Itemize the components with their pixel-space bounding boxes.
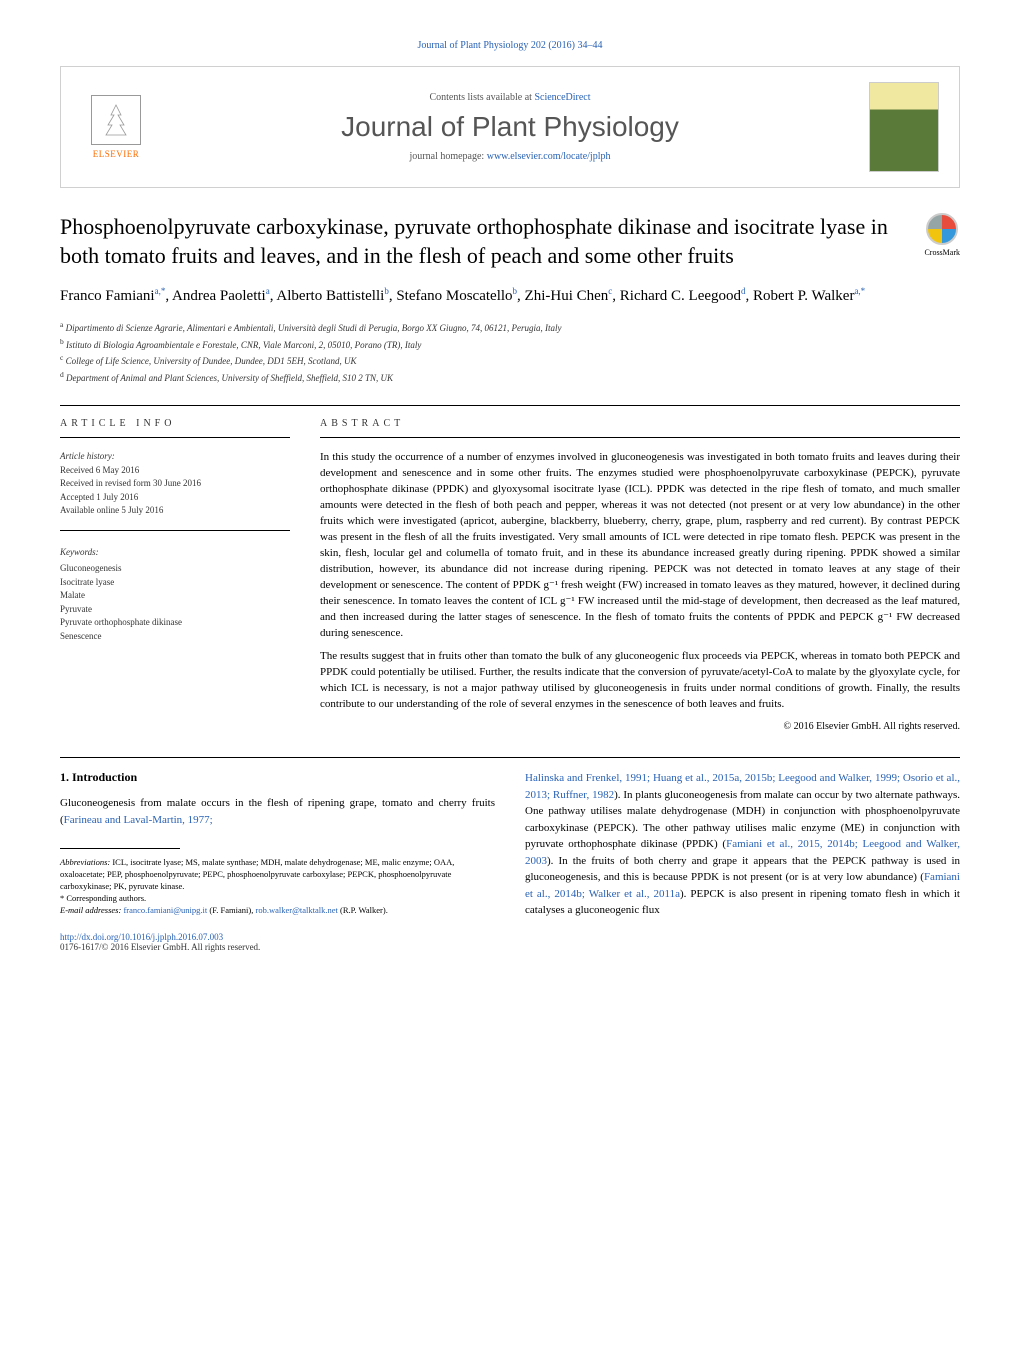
abbrev-label: Abbreviations:: [60, 857, 110, 867]
email-name-1: (F. Famiani),: [207, 905, 255, 915]
history-label: Article history:: [60, 450, 290, 464]
email-label: E-mail addresses:: [60, 905, 121, 915]
homepage-link[interactable]: www.elsevier.com/locate/jplph: [487, 151, 611, 162]
abstract-copyright: © 2016 Elsevier GmbH. All rights reserve…: [320, 721, 960, 732]
footnotes: Abbreviations: ICL, isocitrate lyase; MS…: [60, 857, 495, 916]
keywords-divider: [60, 530, 290, 531]
contents-available-line: Contents lists available at ScienceDirec…: [151, 92, 869, 103]
section-divider: [60, 405, 960, 406]
abstract-text: In this study the occurrence of a number…: [320, 450, 960, 713]
article-title: Phosphoenolpyruvate carboxykinase, pyruv…: [60, 213, 924, 270]
abstract-heading: ABSTRACT: [320, 418, 960, 429]
keywords-list: GluconeogenesisIsocitrate lyaseMalatePyr…: [60, 562, 290, 643]
doi-link[interactable]: http://dx.doi.org/10.1016/j.jplph.2016.0…: [60, 932, 223, 942]
footnote-rule: [60, 848, 180, 849]
crossmark-icon: [926, 213, 958, 245]
abstract-para-2: The results suggest that in fruits other…: [320, 649, 960, 713]
header-citation: Journal of Plant Physiology 202 (2016) 3…: [60, 40, 960, 51]
abstract-para-1: In this study the occurrence of a number…: [320, 450, 960, 641]
homepage-prefix: journal homepage:: [410, 151, 487, 162]
journal-header-bar: ELSEVIER Contents lists available at Sci…: [60, 66, 960, 188]
crossmark-label: CrossMark: [924, 248, 960, 257]
corresponding-authors: * Corresponding authors.: [60, 893, 495, 905]
affiliation-a: a Dipartimento di Scienze Agrarie, Alime…: [60, 319, 960, 336]
abbreviations: Abbreviations: ICL, isocitrate lyase; MS…: [60, 857, 495, 893]
received-date: Received 6 May 2016: [60, 464, 290, 478]
affiliations: a Dipartimento di Scienze Agrarie, Alime…: [60, 319, 960, 385]
abbrev-text: ICL, isocitrate lyase; MS, malate syntha…: [60, 857, 454, 891]
elsevier-tree-icon: [91, 95, 141, 145]
journal-name: Journal of Plant Physiology: [151, 111, 869, 143]
revised-date: Received in revised form 30 June 2016: [60, 477, 290, 491]
info-divider: [60, 437, 290, 438]
intro-col2: Halinska and Frenkel, 1991; Huang et al.…: [525, 770, 960, 919]
issn-copyright: 0176-1617/© 2016 Elsevier GmbH. All righ…: [60, 942, 495, 952]
email-name-2: (R.P. Walker).: [338, 905, 388, 915]
online-date: Available online 5 July 2016: [60, 504, 290, 518]
contents-prefix: Contents lists available at: [429, 92, 534, 103]
doi-block: http://dx.doi.org/10.1016/j.jplph.2016.0…: [60, 932, 495, 952]
journal-cover-thumbnail: [869, 82, 939, 172]
email-link-1[interactable]: franco.famiani@unipg.it: [123, 905, 207, 915]
accepted-date: Accepted 1 July 2016: [60, 491, 290, 505]
elsevier-name: ELSEVIER: [93, 149, 140, 159]
affiliation-d: d Department of Animal and Plant Science…: [60, 369, 960, 386]
crossmark-badge[interactable]: CrossMark: [924, 213, 960, 257]
article-info-heading: ARTICLE INFO: [60, 418, 290, 429]
intro-heading: 1. Introduction: [60, 770, 495, 785]
affiliation-c: c College of Life Science, University of…: [60, 352, 960, 369]
keywords-label: Keywords:: [60, 546, 290, 560]
affiliation-b: b Istituto di Biologia Agroambientale e …: [60, 336, 960, 353]
abstract-divider: [320, 437, 960, 438]
sciencedirect-link[interactable]: ScienceDirect: [534, 92, 590, 103]
authors-line: Franco Famiania,*, Andrea Paolettia, Alb…: [60, 285, 960, 307]
intro-col1: Gluconeogenesis from malate occurs in th…: [60, 795, 495, 828]
article-info-block: Article history: Received 6 May 2016 Rec…: [60, 450, 290, 643]
email-line: E-mail addresses: franco.famiani@unipg.i…: [60, 905, 495, 917]
body-divider: [60, 757, 960, 758]
elsevier-logo: ELSEVIER: [81, 95, 151, 159]
email-link-2[interactable]: rob.walker@talktalk.net: [255, 905, 337, 915]
homepage-line: journal homepage: www.elsevier.com/locat…: [151, 151, 869, 162]
